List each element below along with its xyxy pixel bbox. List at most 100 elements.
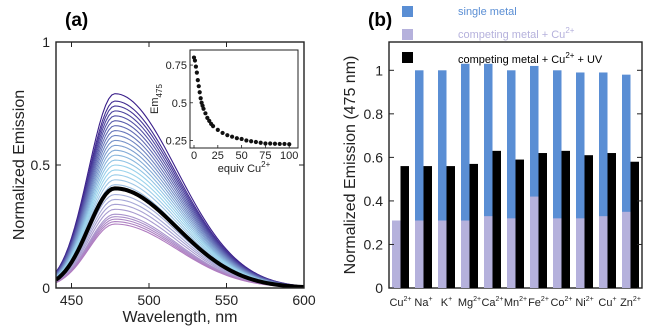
inset-point	[205, 115, 210, 120]
legend-swatch-single-metal	[402, 6, 413, 17]
panel-a-spectra	[56, 93, 304, 288]
legend-label-single-metal: single metal	[458, 6, 517, 18]
inset-ytick-label: 0.5	[172, 98, 187, 110]
bar-competing-cu	[484, 216, 493, 288]
panel-b-category-label: Co2+	[550, 296, 572, 309]
inset-point	[196, 84, 201, 89]
inset-point	[263, 141, 268, 146]
panel-a-ytick-label: 0.5	[31, 157, 51, 173]
panel-b-ytick-label: 0.4	[364, 193, 384, 209]
inset-point	[244, 138, 249, 143]
inset-ticks: 0 25 50 75 100 0.25 0.5 0.75	[166, 60, 299, 162]
bar-competing-cu-uv	[630, 161, 639, 288]
panel-b-bars	[392, 63, 639, 289]
bar-competing-cu	[392, 220, 401, 288]
inset-point	[193, 64, 199, 69]
inset-ylabel: Em475	[149, 84, 164, 114]
inset-xtick-label: 25	[212, 150, 224, 162]
inset-point	[198, 96, 203, 101]
bar-competing-cu	[461, 220, 470, 288]
bar-competing-cu-uv	[607, 153, 616, 288]
bar-competing-cu	[507, 218, 516, 288]
inset-xtick-label: 75	[259, 150, 271, 162]
bar-single-metal	[576, 72, 585, 288]
inset-xtick-label: 0	[191, 150, 197, 162]
bar-competing-cu-uv	[515, 159, 524, 288]
inset-point	[272, 141, 278, 146]
panel-b-category-label: Mg2+	[458, 296, 481, 309]
inset-point	[253, 139, 259, 145]
bar-single-metal	[438, 70, 447, 288]
bar-single-metal	[484, 63, 493, 288]
panel-b-ticks: 0 0.2 0.4 0.6 0.8 1	[364, 62, 642, 296]
inset-point	[220, 130, 225, 136]
panel-a-xtick-label: 550	[215, 292, 239, 308]
inset-point	[194, 70, 199, 75]
bar-single-metal	[622, 74, 631, 289]
panel-b-category-label: K+	[441, 296, 452, 309]
inset-point	[239, 136, 244, 142]
bar-competing-cu	[415, 220, 424, 288]
panel-b-category-label: Fe2+	[528, 296, 549, 309]
panel-b-label: (b)	[368, 10, 392, 31]
panel-a-inset: 0 25 50 75 100 0.25 0.5 0.75 equiv Cu2+ Em475	[149, 49, 299, 175]
inset-point	[225, 133, 230, 138]
bar-single-metal	[553, 70, 562, 288]
inset-point	[201, 106, 206, 111]
inset-point	[277, 141, 282, 147]
panel-a-ytick-label: 1	[42, 34, 50, 50]
panel-b-categories: Cu2+ Na+ K+ Mg2+ Ca2+ Mn2+ Fe2+ Co2+ Ni2+ Cu+ Zn2+	[389, 296, 640, 309]
bar-competing-cu	[438, 220, 447, 288]
panel-a-ytick-label: 0	[42, 280, 50, 296]
legend-label-competing-cu: competing metal + Cu2+	[458, 26, 575, 41]
spectrum-line	[56, 216, 304, 288]
panel-b-category-label: Na+	[414, 296, 432, 309]
panel-b-category-label: Cu2+	[389, 296, 411, 309]
panel-b-ytick-label: 0.2	[364, 236, 384, 252]
panel-b-ytick-label: 0.8	[364, 106, 384, 122]
panel-b-ytick-label: 0	[375, 280, 383, 296]
inset-point	[215, 127, 220, 133]
highlight-spectrum-line	[56, 186, 304, 288]
bar-single-metal	[507, 70, 516, 288]
inset-point	[282, 141, 287, 147]
bar-competing-cu-uv	[400, 166, 409, 288]
inset-xlabel: equiv Cu2+	[218, 160, 271, 175]
bar-competing-cu	[530, 196, 539, 288]
spectrum-line	[56, 223, 304, 288]
inset-point	[197, 90, 202, 95]
panel-a-xtick-label: 600	[292, 292, 316, 308]
panel-b-legend: single metal competing metal + Cu2+ comp…	[402, 6, 603, 66]
inset-point	[229, 134, 235, 139]
inset-point	[203, 111, 208, 116]
bar-competing-cu-uv	[561, 150, 570, 288]
inset-points	[191, 55, 292, 147]
inset-ytick-label: 0.25	[166, 135, 187, 147]
panel-b-ylabel: Normalized Emission (475 nm)	[342, 56, 359, 275]
panel-b-category-label: Cu+	[598, 296, 616, 309]
bar-single-metal	[415, 70, 424, 288]
panel-b-category-label: Ca2+	[481, 296, 503, 309]
bar-competing-cu-uv	[538, 153, 547, 288]
bar-competing-cu	[599, 216, 608, 288]
panel-b-category-label: Mn2+	[504, 296, 527, 309]
bar-competing-cu-uv	[492, 150, 501, 288]
legend-swatch-competing-cu	[402, 29, 413, 40]
inset-point	[192, 58, 198, 63]
inset-point	[287, 142, 292, 147]
inset-xtick-label: 100	[280, 150, 298, 162]
inset-frame	[189, 49, 299, 149]
bar-single-metal	[599, 72, 608, 288]
panel-a-label: (a)	[65, 10, 88, 31]
bar-competing-cu	[553, 218, 562, 288]
inset-point	[268, 141, 273, 146]
inset-point	[234, 136, 239, 141]
legend-swatch-competing-cu-uv	[402, 52, 413, 63]
panel-b-category-label: Zn2+	[620, 296, 641, 309]
panel-a-xtick-label: 450	[60, 292, 84, 308]
panel-b-category-label: Ni2+	[575, 296, 593, 309]
bar-competing-cu-uv	[423, 166, 432, 288]
bar-competing-cu-uv	[469, 163, 478, 288]
